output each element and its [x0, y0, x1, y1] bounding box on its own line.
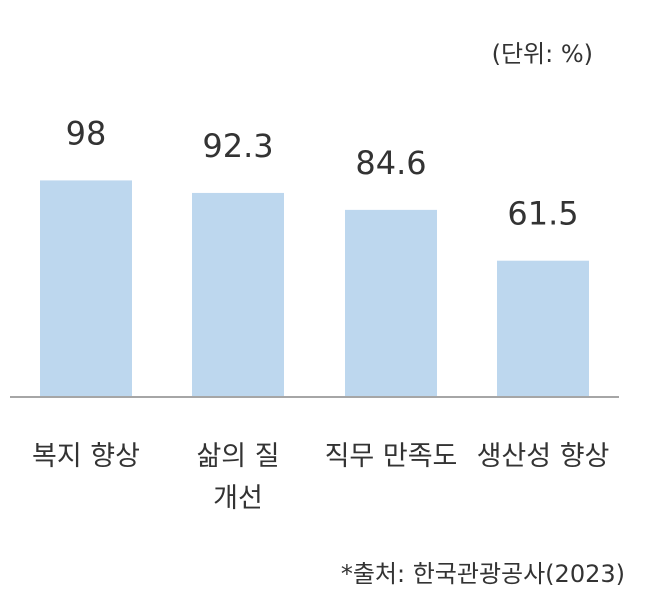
bar-4 — [497, 260, 589, 396]
category-label-4: 생산성 향상 — [476, 441, 610, 472]
bar-3 — [345, 209, 437, 396]
category-label-1: 복지 향상 — [32, 441, 140, 472]
source-note: *출처: 한국관광공사(2023) — [340, 560, 625, 588]
bar-1 — [40, 180, 132, 396]
unit-label: (단위: %) — [491, 40, 593, 68]
bar-2 — [192, 192, 284, 396]
data-label-3: 84.6 — [355, 144, 426, 182]
category-label-2: 삶의 질 개선 — [196, 441, 280, 514]
category-label-3: 직무 만족도 — [324, 441, 458, 472]
data-label-1: 98 — [66, 114, 107, 152]
data-label-2: 92.3 — [202, 127, 273, 165]
data-label-4: 61.5 — [507, 195, 578, 233]
